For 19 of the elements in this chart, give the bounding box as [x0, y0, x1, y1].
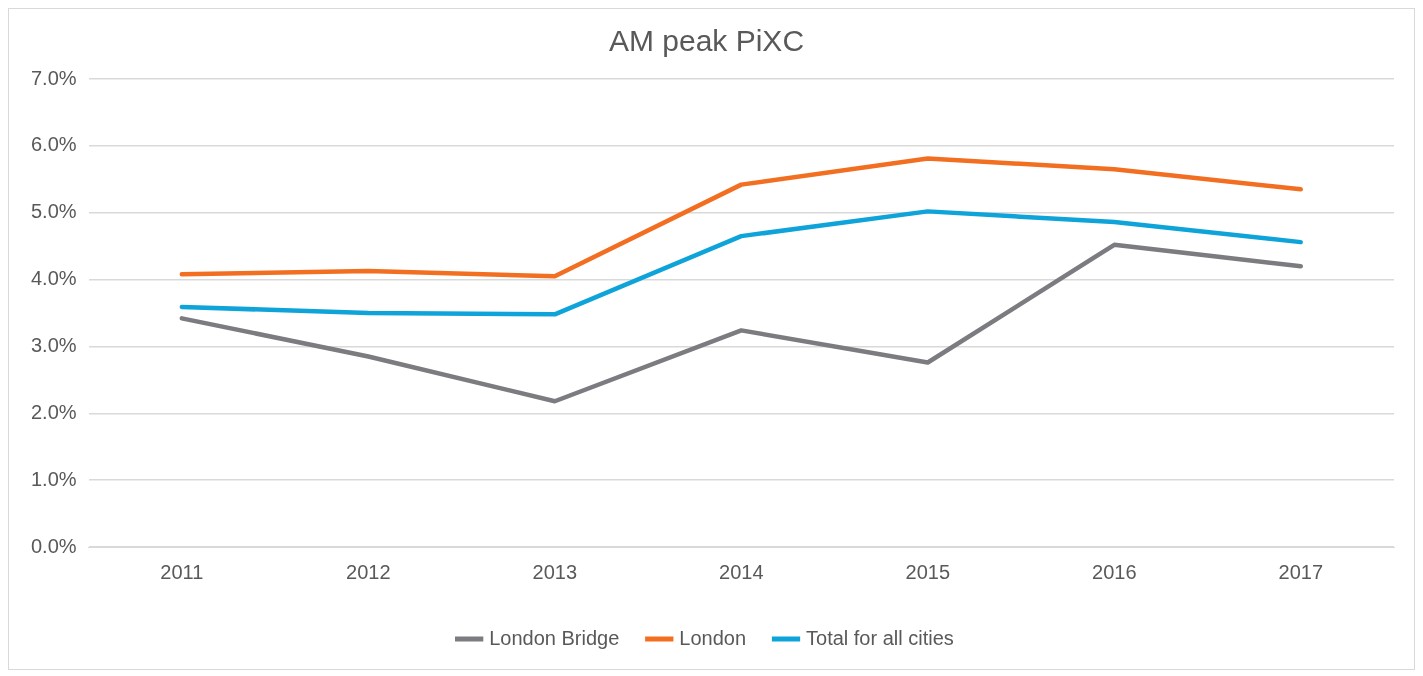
y-tick-label: 3.0%	[30, 333, 77, 356]
legend-label: London Bridge	[489, 626, 620, 649]
legend-label: London	[679, 626, 747, 649]
x-tick-label: 2011	[160, 560, 204, 583]
x-tick-label: 2013	[532, 560, 578, 583]
legend-label: Total for all cities	[806, 626, 954, 649]
y-tick-label: 1.0%	[30, 467, 77, 490]
x-tick-label: 2016	[1092, 560, 1137, 583]
chart-title: AM peak PiXC	[608, 24, 805, 58]
y-tick-label: 2.0%	[30, 400, 77, 423]
y-tick-label: 4.0%	[30, 267, 77, 290]
x-tick-label: 2012	[346, 560, 391, 583]
y-tick-label: 5.0%	[30, 200, 77, 223]
x-tick-label: 2015	[905, 560, 951, 583]
y-tick-label: 0.0%	[30, 534, 77, 557]
x-tick-label: 2017	[1278, 560, 1324, 583]
x-tick-label: 2014	[719, 560, 764, 583]
y-tick-label: 7.0%	[30, 66, 77, 89]
y-tick-label: 6.0%	[30, 133, 77, 156]
